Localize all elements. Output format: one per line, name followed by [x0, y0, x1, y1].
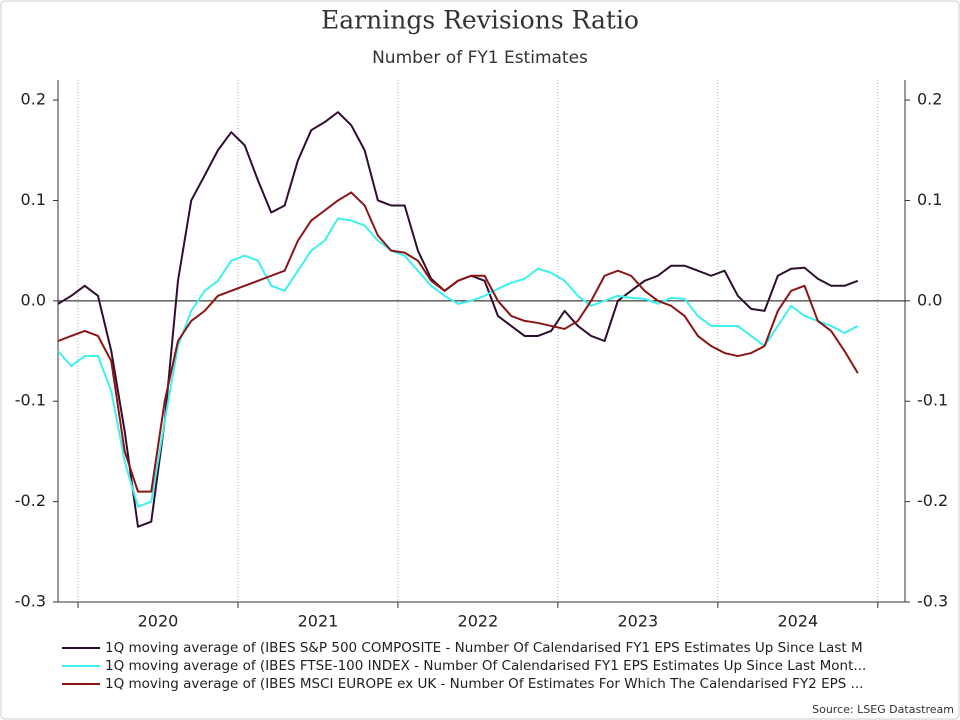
y-tick-label: -0.2	[15, 491, 46, 510]
source-note: Source: LSEG Datastream	[812, 703, 954, 716]
legend-label: 1Q moving average of (IBES MSCI EUROPE e…	[105, 676, 863, 692]
legend-label: 1Q moving average of (IBES S&P 500 COMPO…	[105, 640, 863, 656]
y-tick-label: 0.0	[21, 290, 46, 309]
data-line	[57, 217, 859, 508]
y-tick-label: -0.3	[15, 592, 46, 611]
y2-tick-label: -0.2	[917, 491, 948, 510]
y-tick-label: 0.2	[21, 90, 46, 109]
y2-tick-label: 0.0	[917, 290, 942, 309]
chart-subtitle: Number of FY1 Estimates	[372, 48, 588, 68]
x-tick-label: 2020	[138, 612, 179, 631]
y-tick-label: -0.1	[15, 391, 46, 410]
x-tick-label: 2023	[618, 612, 659, 631]
y2-tick-label: -0.3	[917, 592, 948, 611]
chart-title: Earnings Revisions Ratio	[321, 6, 639, 35]
y2-tick-label: -0.1	[917, 391, 948, 410]
y-tick-label: 0.1	[21, 190, 46, 209]
data-line	[57, 191, 859, 493]
legend: 1Q moving average of (IBES S&P 500 COMPO…	[62, 640, 866, 692]
x-tick-label: 2024	[777, 612, 818, 631]
legend-label: 1Q moving average of (IBES FTSE-100 INDE…	[105, 658, 866, 674]
y2-tick-label: 0.1	[917, 190, 942, 209]
x-tick-label: 2022	[458, 612, 499, 631]
x-tick-label: 2021	[298, 612, 339, 631]
y2-tick-label: 0.2	[917, 90, 942, 109]
